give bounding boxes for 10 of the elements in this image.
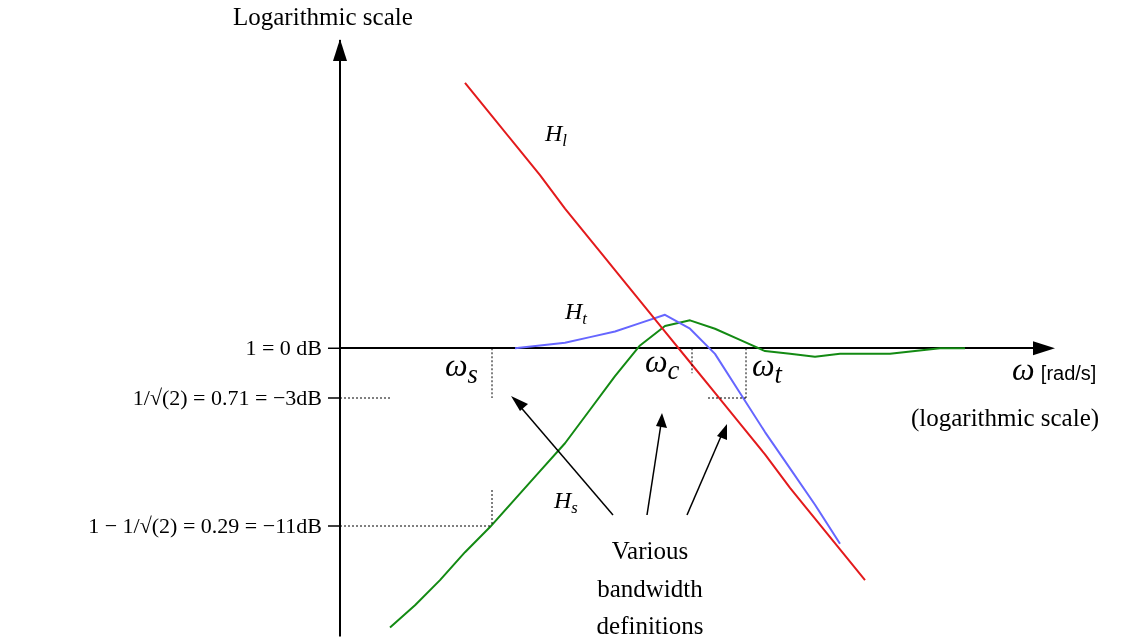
annotation: Various bandwidth definitions <box>595 536 705 641</box>
annotation: ω$_{s}$ <box>445 346 478 391</box>
text: 1 − 1/√(2) = 0.29 = −11dB <box>88 512 322 540</box>
annotation: ω$_{c}$ <box>645 342 680 387</box>
annotation: (logarithmic scale) <box>910 403 1100 433</box>
annotation: ω$_{t}$ <box>752 346 782 391</box>
y-axis-title: Logarithmic scale <box>233 2 413 32</box>
text: 1/√(2) = 0.71 = −3dB <box>132 384 322 412</box>
text: 1 = 0 dB <box>245 335 322 362</box>
x-axis-title: ω [rad/s] <box>1012 351 1097 387</box>
